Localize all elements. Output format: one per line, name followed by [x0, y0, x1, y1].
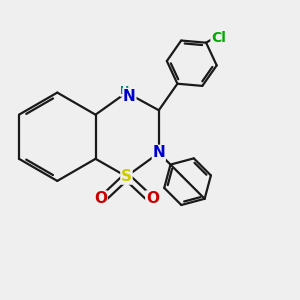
Text: N: N: [152, 146, 165, 160]
Text: N: N: [123, 88, 136, 104]
Text: O: O: [146, 191, 159, 206]
Text: Cl: Cl: [211, 31, 226, 45]
Text: H: H: [120, 86, 130, 96]
Text: O: O: [94, 191, 107, 206]
Text: S: S: [121, 169, 132, 184]
